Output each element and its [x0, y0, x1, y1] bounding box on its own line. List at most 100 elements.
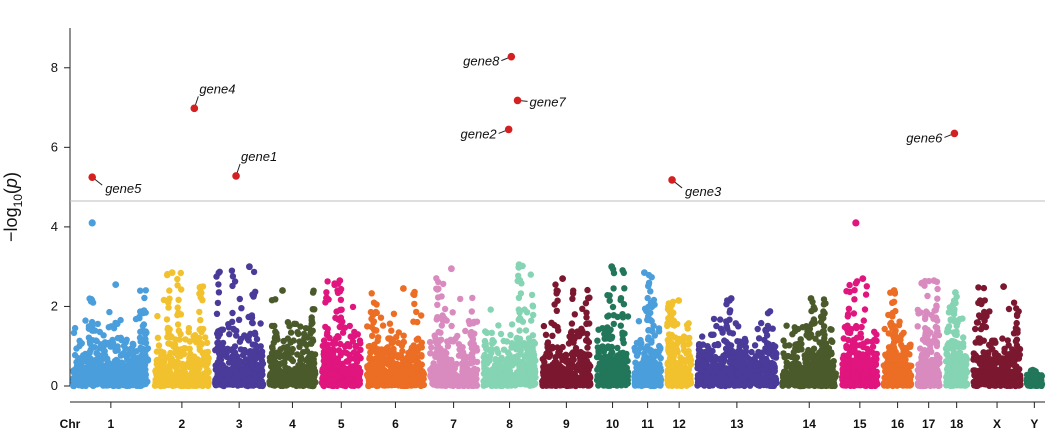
- snp-point: [236, 295, 243, 303]
- x-tick-label-chr-11: 11: [641, 417, 654, 431]
- snp-point: [515, 379, 522, 386]
- snp-point: [545, 353, 553, 360]
- snp-point: [110, 325, 118, 332]
- snp-point: [647, 288, 654, 295]
- snp-point: [667, 372, 674, 379]
- snp-point: [191, 336, 198, 343]
- snp-point: [130, 352, 137, 360]
- snp-point: [99, 365, 107, 373]
- snp-point: [374, 337, 381, 344]
- snp-peak-point: [112, 281, 120, 288]
- snp-point: [337, 296, 345, 303]
- snp-point: [200, 356, 207, 363]
- snp-point: [182, 336, 189, 343]
- chr-4-points: [266, 287, 319, 390]
- snp-point: [113, 379, 120, 386]
- snp-point: [165, 299, 172, 306]
- snp-point: [509, 361, 517, 368]
- snp-point: [155, 342, 163, 349]
- snp-point: [680, 333, 688, 340]
- snp-point: [271, 322, 278, 330]
- snp-point: [449, 309, 456, 316]
- snp-point: [219, 349, 227, 356]
- snp-point: [166, 287, 173, 294]
- snp-peak-point: [559, 275, 566, 282]
- snp-point: [203, 371, 210, 378]
- snp-point: [644, 294, 651, 302]
- snp-point: [174, 275, 181, 283]
- snp-point: [164, 271, 171, 279]
- snp-point: [199, 297, 206, 304]
- snp-point: [698, 348, 705, 356]
- snp-point: [671, 322, 678, 329]
- snp-point: [670, 309, 677, 316]
- snp-point: [489, 337, 496, 344]
- snp-point: [434, 342, 442, 349]
- snp-point: [256, 380, 263, 387]
- snp-point: [114, 334, 122, 342]
- snp-point: [439, 317, 447, 324]
- snp-point: [482, 340, 489, 347]
- snp-point: [249, 361, 256, 368]
- snp-point: [117, 316, 124, 324]
- snp-point: [203, 339, 211, 346]
- snp-point: [708, 331, 715, 338]
- snp-point: [709, 375, 716, 383]
- snp-point: [216, 358, 223, 365]
- snp-point: [129, 381, 136, 389]
- snp-point: [203, 381, 211, 388]
- snp-point: [311, 306, 318, 313]
- snp-point: [269, 362, 276, 369]
- snp-point: [249, 291, 256, 298]
- snp-point: [770, 360, 777, 368]
- snp-point: [515, 294, 523, 301]
- snp-point: [544, 344, 551, 351]
- snp-point: [560, 352, 568, 360]
- snp-point: [507, 331, 514, 339]
- snp-point: [122, 345, 129, 352]
- snp-point: [410, 357, 417, 364]
- snp-point: [230, 360, 237, 368]
- snp-point: [114, 357, 121, 365]
- snp-point: [172, 374, 179, 382]
- snp-point: [569, 376, 576, 383]
- snp-point: [737, 361, 744, 368]
- x-tick-label-chr-15: 15: [853, 417, 867, 431]
- snp-point: [516, 335, 524, 342]
- snp-point: [373, 349, 380, 357]
- snp-point: [86, 295, 93, 302]
- snp-point: [257, 343, 264, 350]
- snp-point: [497, 330, 505, 338]
- snp-point: [637, 336, 644, 344]
- snp-point: [94, 370, 102, 377]
- snp-point: [505, 369, 512, 376]
- snp-point: [458, 350, 465, 357]
- snp-point: [175, 381, 182, 388]
- snp-point: [163, 316, 171, 323]
- snp-point: [225, 347, 232, 354]
- snp-point: [585, 338, 593, 346]
- snp-point: [100, 332, 107, 339]
- snp-point: [223, 353, 231, 361]
- snp-point: [324, 329, 331, 336]
- snp-point: [605, 312, 612, 319]
- snp-point: [248, 382, 255, 389]
- snp-point: [346, 322, 353, 330]
- snp-point: [607, 326, 614, 333]
- snp-point: [197, 283, 204, 291]
- snp-point: [370, 318, 378, 325]
- snp-point: [258, 364, 265, 371]
- snp-point: [308, 382, 315, 389]
- snp-point: [655, 328, 663, 335]
- snp-point: [398, 342, 406, 349]
- snp-point: [488, 329, 495, 336]
- snp-point: [404, 361, 411, 368]
- snp-point: [468, 308, 475, 315]
- snp-point: [570, 338, 577, 345]
- snp-point: [368, 290, 375, 297]
- snp-point: [516, 327, 523, 334]
- snp-point: [233, 332, 240, 339]
- snp-point: [674, 370, 682, 377]
- snp-point: [562, 358, 569, 365]
- y-tick-label: 6: [51, 139, 58, 154]
